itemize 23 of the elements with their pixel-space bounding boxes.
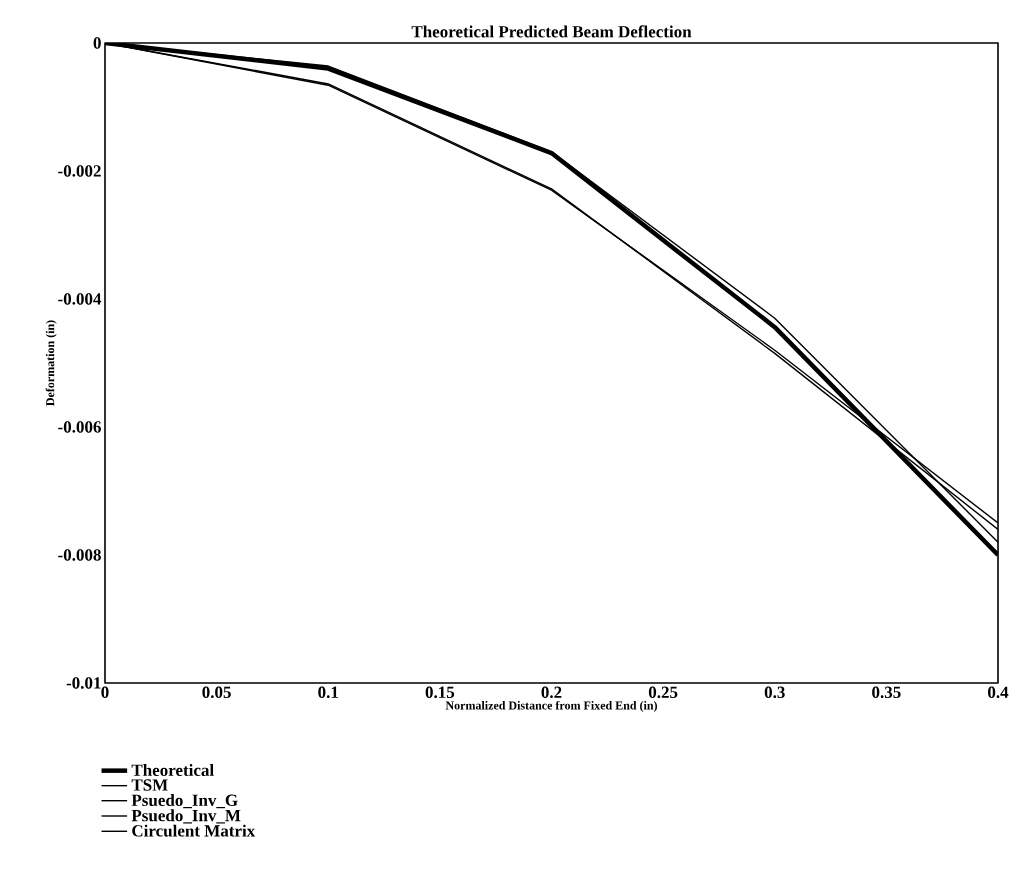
y-tick-label: -0.002 xyxy=(58,165,101,177)
y-tick-label: -0.01 xyxy=(66,677,101,689)
y-tick-label: -0.006 xyxy=(58,421,101,433)
legend-label: Psuedo_Inv_G xyxy=(131,794,238,809)
y-axis-title: Deformation (in) xyxy=(45,320,57,406)
x-tick-label: 0.3 xyxy=(764,686,785,699)
legend-label: Circulent Matrix xyxy=(132,824,256,837)
x-tick-label: 0.05 xyxy=(202,686,231,699)
x-tick-label: 0.2 xyxy=(541,686,562,699)
x-tick-label: 0 xyxy=(101,686,109,699)
x-axis-title: Normalized Distance from Fixed End (in) xyxy=(445,700,658,712)
x-tick-label: 0.25 xyxy=(648,686,678,699)
legend-label: Psuedo_Inv_M xyxy=(131,809,241,824)
y-tick-label: 0 xyxy=(93,37,101,49)
legend-label: TSM xyxy=(131,779,168,791)
y-tick-label: -0.008 xyxy=(58,549,101,561)
x-tick-label: 0.15 xyxy=(425,686,455,699)
x-tick-label: 0.4 xyxy=(988,686,1009,699)
x-tick-label: 0.35 xyxy=(872,686,901,699)
x-tick-label: 0.1 xyxy=(318,686,338,699)
chart-title: Theoretical Predicted Beam Deflection xyxy=(411,25,692,38)
y-tick-label: -0.004 xyxy=(58,293,102,305)
legend-label: Theoretical xyxy=(131,764,214,776)
